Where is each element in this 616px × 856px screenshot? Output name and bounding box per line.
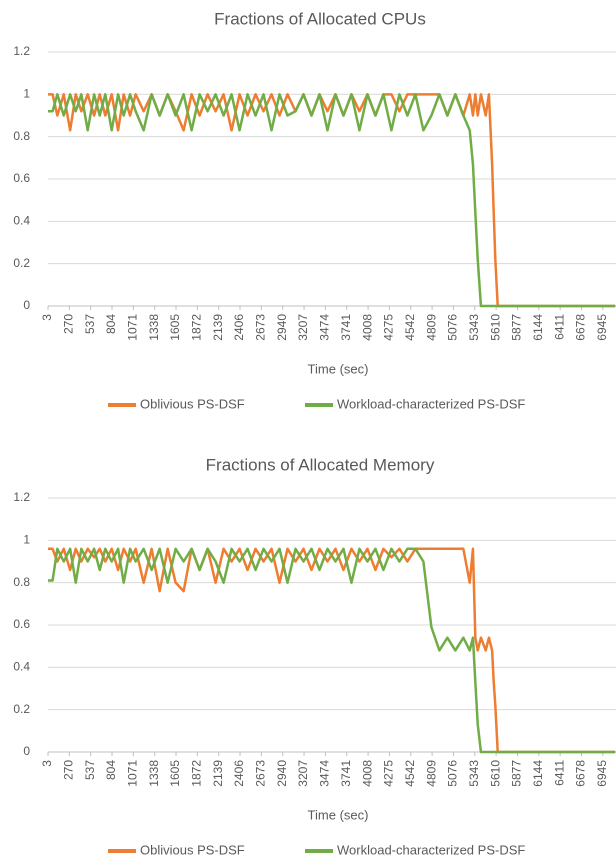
x-tick-label: 3207 [296,760,310,787]
legend-label: Oblivious PS-DSF [140,842,245,856]
x-tick-label: 1071 [126,314,140,341]
series-line [48,93,616,308]
y-tick-label: 1.2 [13,44,30,58]
x-tick-label: 4809 [424,314,438,341]
x-tick-label: 2406 [232,760,246,787]
y-tick-label: 0.8 [13,575,30,589]
x-tick-label: 6678 [574,314,588,341]
y-tick-label: 0.4 [13,214,30,228]
x-tick-label: 4542 [403,314,417,341]
x-tick-label: 2940 [275,314,289,341]
y-tick-label: 0.6 [13,617,30,631]
x-tick-label: 6144 [531,314,545,341]
x-tick-label: 804 [104,314,118,334]
x-tick-label: 3207 [296,314,310,341]
y-tick-label: 0.4 [13,660,30,674]
x-tick-label: 5877 [510,314,524,341]
x-tick-label: 2406 [232,314,246,341]
x-tick-label: 5076 [446,760,460,787]
x-tick-label: 5343 [467,314,481,341]
x-tick-label: 6411 [552,314,566,340]
x-tick-label: 3 [40,314,54,321]
chart-title: Fractions of Allocated Memory [206,455,435,474]
y-tick-label: 1 [23,87,30,101]
x-tick-label: 1872 [190,760,204,787]
x-tick-label: 2139 [211,760,225,787]
y-tick-label: 0.2 [13,702,30,716]
x-tick-label: 3 [40,760,54,767]
x-tick-label: 537 [83,760,97,780]
x-tick-label: 5076 [446,314,460,341]
x-tick-label: 1605 [168,314,182,341]
legend-label: Oblivious PS-DSF [140,396,245,411]
x-tick-label: 4809 [424,760,438,787]
y-tick-label: 0.8 [13,129,30,143]
x-tick-label: 5877 [510,760,524,787]
x-tick-label: 4275 [382,760,396,787]
x-tick-label: 6678 [574,760,588,787]
x-tick-label: 1605 [168,760,182,787]
x-tick-label: 4008 [360,314,374,341]
series-line [48,547,616,754]
series-line [48,547,616,754]
x-tick-label: 804 [104,760,118,780]
x-axis-label: Time (sec) [308,361,369,376]
x-tick-label: 2139 [211,314,225,341]
y-tick-label: 0.2 [13,256,30,270]
x-tick-label: 270 [62,760,76,780]
y-tick-label: 1.2 [13,490,30,504]
legend-label: Workload-characterized PS-DSF [337,396,525,411]
x-tick-label: 1872 [190,314,204,341]
x-tick-label: 6144 [531,760,545,787]
x-tick-label: 5610 [488,314,502,341]
legend-label: Workload-characterized PS-DSF [337,842,525,856]
x-tick-label: 3741 [339,314,353,341]
x-tick-label: 5343 [467,760,481,787]
x-tick-label: 6945 [595,314,609,341]
x-tick-label: 4008 [360,760,374,787]
x-tick-label: 1071 [126,760,140,787]
y-tick-label: 0 [23,744,30,758]
y-tick-label: 0.6 [13,171,30,185]
x-tick-label: 2940 [275,760,289,787]
x-tick-label: 537 [83,314,97,334]
x-tick-label: 3474 [318,760,332,787]
x-tick-label: 1338 [147,314,161,341]
x-tick-label: 5610 [488,760,502,787]
y-tick-label: 1 [23,533,30,547]
x-tick-label: 4542 [403,760,417,787]
x-tick-label: 2673 [254,760,268,787]
x-tick-label: 4275 [382,314,396,341]
series-line [48,93,616,308]
y-tick-label: 0 [23,298,30,312]
x-tick-label: 270 [62,314,76,334]
chart-title: Fractions of Allocated CPUs [214,9,426,28]
x-axis-label: Time (sec) [308,807,369,822]
x-tick-label: 3741 [339,760,353,787]
x-tick-label: 2673 [254,314,268,341]
x-tick-label: 6945 [595,760,609,787]
x-tick-label: 1338 [147,760,161,787]
x-tick-label: 6411 [552,760,566,786]
x-tick-label: 3474 [318,314,332,341]
